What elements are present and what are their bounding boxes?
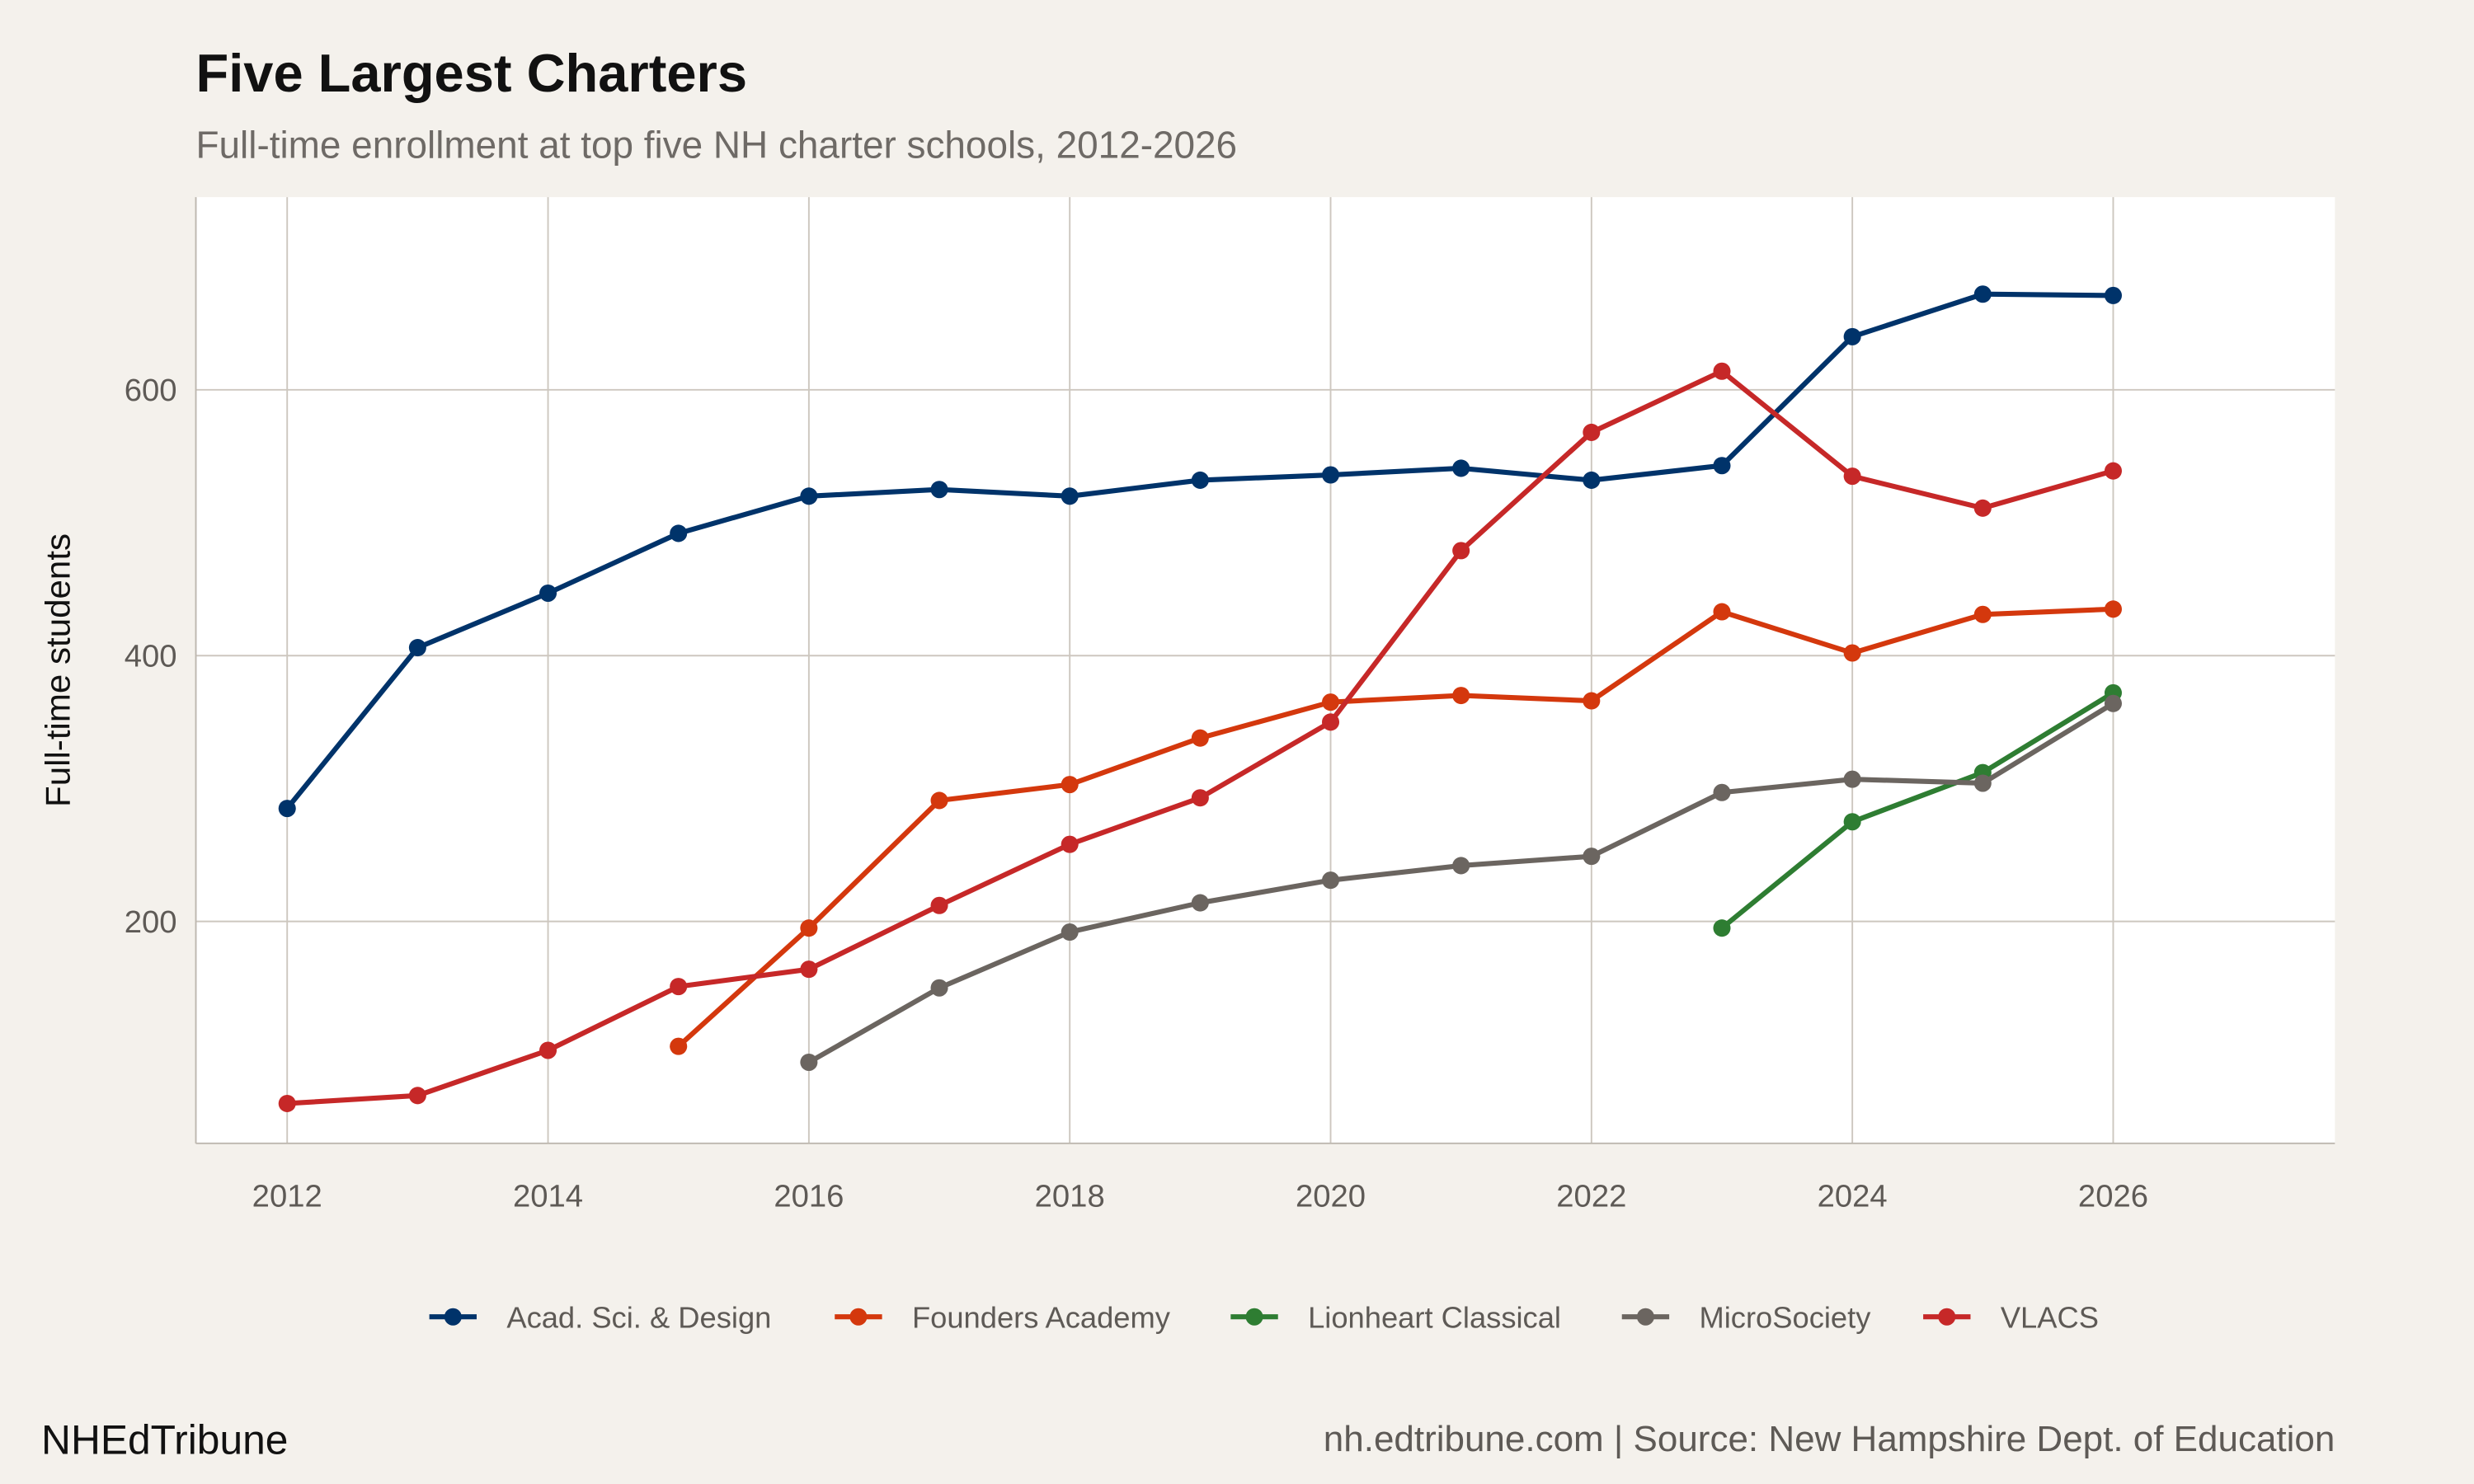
data-point bbox=[2104, 286, 2122, 304]
legend-item: Acad. Sci. & Design bbox=[429, 1301, 771, 1335]
data-point bbox=[539, 1041, 557, 1059]
data-point bbox=[670, 1037, 688, 1055]
x-tick-label: 2018 bbox=[1035, 1178, 1105, 1214]
data-point bbox=[1843, 644, 1861, 662]
data-point bbox=[1583, 692, 1601, 710]
data-point bbox=[800, 487, 818, 505]
legend-label: Acad. Sci. & Design bbox=[506, 1301, 771, 1335]
y-axis-label: Full-time students bbox=[38, 533, 77, 807]
legend-swatch-point bbox=[1245, 1308, 1263, 1326]
data-point bbox=[1321, 713, 1340, 731]
plot-panel bbox=[195, 197, 2335, 1144]
chart-subtitle: Full-time enrollment at top five NH char… bbox=[196, 123, 1238, 166]
data-point bbox=[1061, 923, 1079, 942]
data-point bbox=[2104, 600, 2122, 618]
data-point bbox=[1061, 487, 1079, 505]
legend-item: MicroSociety bbox=[1621, 1301, 1871, 1335]
data-point bbox=[1843, 327, 1861, 345]
legend-item: Founders Academy bbox=[835, 1301, 1171, 1335]
chart-title: Five Largest Charters bbox=[196, 43, 747, 103]
data-point bbox=[278, 1094, 296, 1112]
data-point bbox=[1583, 848, 1601, 866]
legend-swatch-point bbox=[849, 1308, 868, 1326]
x-tick-label: 2012 bbox=[252, 1178, 322, 1214]
data-point bbox=[1713, 783, 1731, 801]
data-point bbox=[408, 1087, 426, 1105]
data-point bbox=[278, 800, 296, 818]
data-point bbox=[1973, 774, 1992, 792]
data-point bbox=[1973, 605, 1992, 623]
source-caption: nh.edtribune.com | Source: New Hampshire… bbox=[1324, 1419, 2335, 1459]
data-point bbox=[1713, 457, 1731, 475]
legend: Acad. Sci. & Design Founders Academy Lionh… bbox=[429, 1301, 2099, 1335]
legend-label: VLACS bbox=[2001, 1301, 2099, 1335]
legend-item: VLACS bbox=[1923, 1301, 2099, 1335]
x-tick-label: 2020 bbox=[1296, 1178, 1366, 1214]
data-point bbox=[1452, 687, 1470, 705]
brand-caption: NHEdTribune bbox=[41, 1417, 288, 1463]
data-point bbox=[1061, 835, 1079, 853]
data-point bbox=[2104, 462, 2122, 480]
data-point bbox=[1843, 813, 1861, 831]
legend-label: Founders Academy bbox=[912, 1301, 1171, 1335]
data-point bbox=[1713, 919, 1731, 937]
data-point bbox=[930, 481, 948, 499]
gridlines bbox=[195, 197, 2335, 1144]
data-point bbox=[1061, 776, 1079, 794]
data-point bbox=[1452, 857, 1470, 875]
legend-label: MicroSociety bbox=[1699, 1301, 1871, 1335]
data-point bbox=[930, 791, 948, 810]
series-line bbox=[1720, 690, 2115, 931]
x-tick-label: 2026 bbox=[2078, 1178, 2148, 1214]
data-point bbox=[1452, 459, 1470, 477]
data-point bbox=[670, 978, 688, 996]
series-group bbox=[278, 285, 2122, 1112]
data-point bbox=[1973, 285, 1992, 303]
legend-swatch-point bbox=[1636, 1308, 1654, 1326]
data-point bbox=[1843, 467, 1861, 486]
legend-item: Lionheart Classical bbox=[1230, 1301, 1561, 1335]
series-founders-academy bbox=[670, 600, 2122, 1055]
data-point bbox=[800, 919, 818, 937]
data-point bbox=[1191, 471, 1209, 489]
data-point bbox=[930, 979, 948, 997]
data-point bbox=[1973, 499, 1992, 517]
legend-swatch-point bbox=[1938, 1308, 1956, 1326]
legend-swatch-point bbox=[444, 1308, 462, 1326]
tick-labels: 2012 2014 2016 2018 2020 2022 2024 2026 200 400 60… bbox=[125, 373, 2148, 1214]
data-point bbox=[2104, 694, 2122, 712]
data-point bbox=[1191, 789, 1209, 807]
x-tick-label: 2024 bbox=[1818, 1178, 1888, 1214]
data-point bbox=[1321, 466, 1340, 484]
x-tick-label: 2016 bbox=[774, 1178, 844, 1214]
data-point bbox=[1583, 471, 1601, 489]
x-tick-label: 2014 bbox=[513, 1178, 583, 1214]
data-point bbox=[1191, 729, 1209, 747]
series-line bbox=[676, 606, 2114, 1049]
x-tick-label: 2022 bbox=[1556, 1178, 1626, 1214]
data-point bbox=[408, 639, 426, 657]
y-tick-label: 600 bbox=[125, 373, 177, 408]
data-point bbox=[1452, 542, 1470, 560]
data-point bbox=[800, 960, 818, 979]
data-point bbox=[1713, 362, 1731, 380]
legend-label: Lionheart Classical bbox=[1308, 1301, 1561, 1335]
data-point bbox=[1843, 770, 1861, 788]
y-tick-label: 200 bbox=[125, 904, 177, 940]
data-point bbox=[670, 524, 688, 542]
data-point bbox=[1583, 423, 1601, 441]
data-point bbox=[800, 1053, 818, 1072]
series-microsociety bbox=[800, 694, 2122, 1072]
data-point bbox=[539, 584, 557, 602]
data-point bbox=[930, 896, 948, 914]
data-point bbox=[1191, 894, 1209, 912]
data-point bbox=[1321, 693, 1340, 711]
y-tick-label: 400 bbox=[125, 639, 177, 674]
data-point bbox=[1321, 871, 1340, 890]
data-point bbox=[1713, 603, 1731, 621]
series-acad-sci-design bbox=[278, 285, 2122, 818]
series-vlacs bbox=[278, 362, 2122, 1112]
